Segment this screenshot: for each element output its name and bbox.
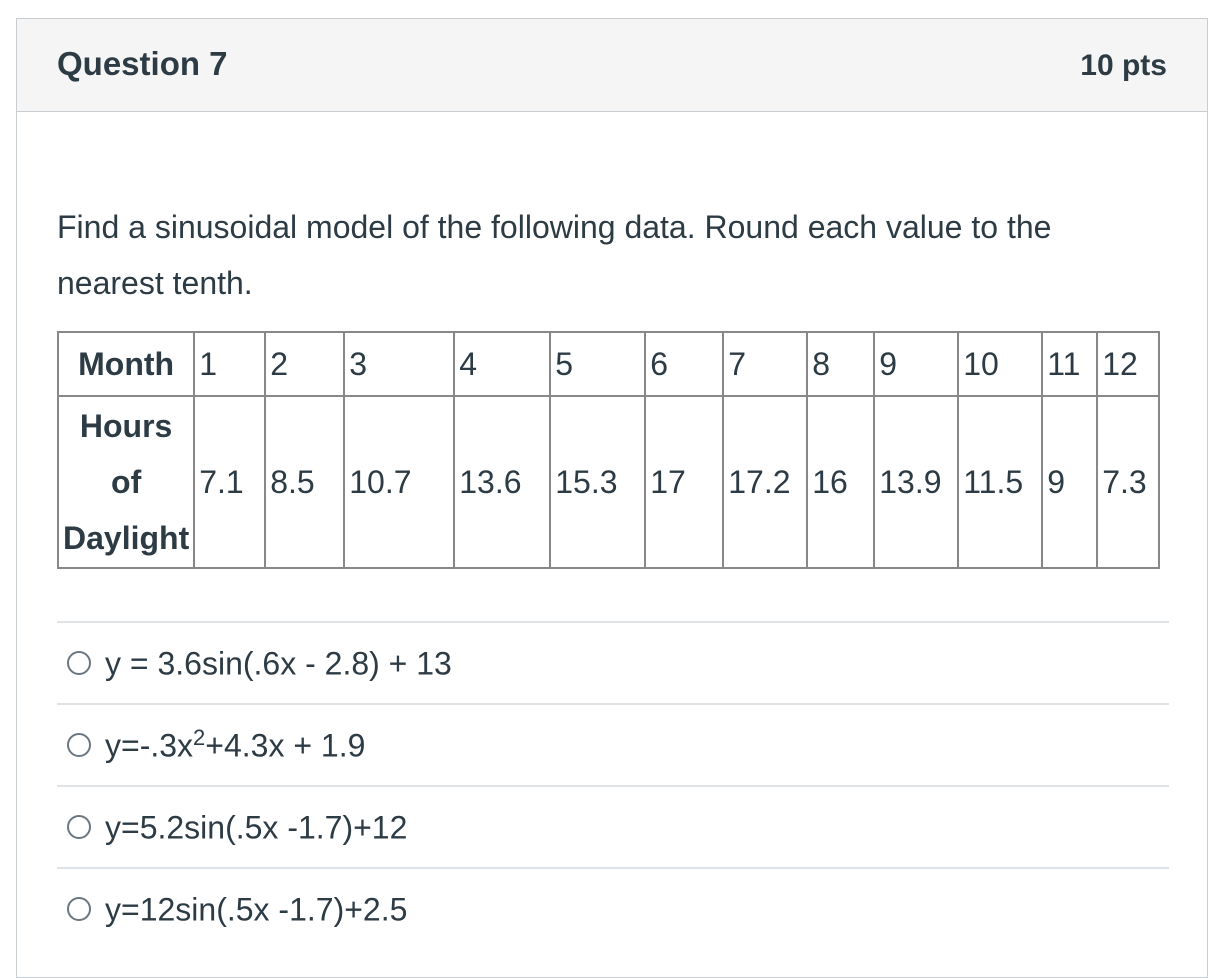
question-title: Question 7 [57,45,228,82]
month-cell: 12 [1096,331,1161,397]
option-label: y=5.2sin(.5x -1.7)+12 [105,809,408,846]
option-label: y=12sin(.5x -1.7)+2.5 [105,891,408,928]
data-table: Month 1 2 3 4 5 6 7 8 9 10 11 12 Hours of Daylight 7.1 8… [56,331,1161,569]
radio-button[interactable] [67,651,91,675]
hours-label: Hours of Daylight [56,395,196,569]
answer-option[interactable]: y=12sin(.5x -1.7)+2.5 [57,867,1169,949]
radio-button[interactable] [67,897,91,921]
month-cell: 3 [343,331,456,397]
month-cell: 4 [453,331,552,397]
hours-cell: 7.3 [1096,395,1161,569]
answer-options: y = 3.6sin(.6x - 2.8) + 13 y=-.3x2+4.3x +… [57,621,1169,949]
question-text: Find a sinusoidal model of the following… [57,209,1052,301]
hours-cell: 13.6 [453,395,552,569]
hours-cell: 10.7 [343,395,456,569]
month-cell: 2 [264,331,346,397]
month-cell: 6 [644,331,725,397]
question-header: Question 7 10 pts [17,19,1207,112]
month-cell: 5 [549,331,647,397]
answer-option[interactable]: y = 3.6sin(.6x - 2.8) + 13 [57,621,1169,703]
radio-button[interactable] [67,733,91,757]
hours-cell: 17.2 [722,395,809,569]
month-cell: 8 [806,331,876,397]
month-cell: 7 [722,331,809,397]
hours-cell: 16 [806,395,876,569]
hours-cell: 13.9 [873,395,960,569]
month-cell: 9 [873,331,960,397]
answer-option[interactable]: y=-.3x2+4.3x + 1.9 [57,703,1169,785]
hours-cell: 9 [1041,395,1099,569]
question-card: Question 7 10 pts Find a sinusoidal mode… [16,18,1208,978]
hours-cell: 8.5 [264,395,346,569]
hours-cell: 7.1 [193,395,267,569]
hours-cell: 15.3 [549,395,647,569]
month-label: Month [56,331,196,397]
month-cell: 1 [193,331,267,397]
question-points: 10 pts [1080,49,1167,82]
answer-option[interactable]: y=5.2sin(.5x -1.7)+12 [57,785,1169,867]
month-cell: 11 [1041,331,1099,397]
month-cell: 10 [957,331,1044,397]
option-label: y=-.3x2+4.3x + 1.9 [105,725,366,764]
hours-cell: 11.5 [957,395,1044,569]
option-label: y = 3.6sin(.6x - 2.8) + 13 [105,645,452,682]
radio-button[interactable] [67,815,91,839]
hours-cell: 17 [644,395,725,569]
